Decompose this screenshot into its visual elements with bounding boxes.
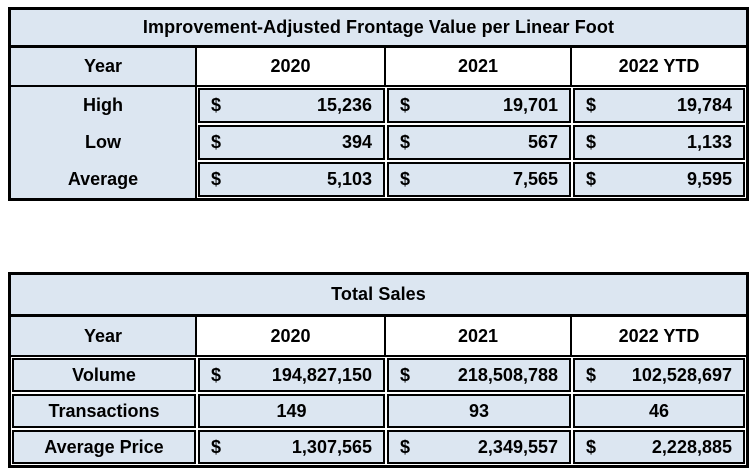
cell-value: 9,595 xyxy=(686,169,732,189)
frontage-header-year: Year xyxy=(11,48,197,85)
row-label-low: Low xyxy=(85,132,121,152)
cell-avgprice-2022ytd: $ 2,228,885 xyxy=(573,430,745,464)
cell-value: 149 xyxy=(276,400,307,421)
cell-high-2020: $ 15,236 xyxy=(198,88,385,123)
cell-value: 15,236 xyxy=(316,95,372,115)
currency-symbol: $ xyxy=(400,364,411,385)
currency-symbol: $ xyxy=(586,169,597,189)
sales-header-2021: 2021 xyxy=(386,317,572,355)
cell-value: 102,528,697 xyxy=(631,364,732,385)
cell-low-2022ytd: $ 1,133 xyxy=(573,125,745,160)
row-label-average: Average xyxy=(67,169,139,189)
total-sales-header-row: Year 2020 2021 2022 YTD xyxy=(11,317,746,357)
frontage-table-body: High Low Average $ 15,236 $ 19,701 $ 19,… xyxy=(11,87,746,198)
frontage-value-table: Improvement-Adjusted Frontage Value per … xyxy=(8,7,749,201)
row-label-average-price: Average Price xyxy=(12,430,196,464)
frontage-row-labels: High Low Average xyxy=(11,87,197,198)
cell-value: 194,827,150 xyxy=(271,364,372,385)
frontage-header-2021: 2021 xyxy=(386,48,572,85)
cell-volume-2021: $ 218,508,788 xyxy=(387,358,571,392)
cell-avgprice-2021: $ 2,349,557 xyxy=(387,430,571,464)
frontage-table-title: Improvement-Adjusted Frontage Value per … xyxy=(11,10,746,48)
cell-value: 19,784 xyxy=(676,95,732,115)
cell-value: 567 xyxy=(527,132,558,152)
cell-value: 19,701 xyxy=(502,95,558,115)
cell-low-2021: $ 567 xyxy=(387,125,571,160)
row-label-high: High xyxy=(83,95,123,115)
currency-symbol: $ xyxy=(211,132,222,152)
currency-symbol: $ xyxy=(586,436,597,457)
currency-symbol: $ xyxy=(586,364,597,385)
currency-symbol: $ xyxy=(211,169,222,189)
currency-symbol: $ xyxy=(586,95,597,115)
sales-header-2020: 2020 xyxy=(197,317,386,355)
cell-high-2022ytd: $ 19,784 xyxy=(573,88,745,123)
row-label-transactions: Transactions xyxy=(12,394,196,428)
cell-value: 5,103 xyxy=(326,169,372,189)
cell-value: 218,508,788 xyxy=(457,364,558,385)
cell-transactions-2020: 149 xyxy=(198,394,385,428)
cell-low-2020: $ 394 xyxy=(198,125,385,160)
row-label-volume: Volume xyxy=(12,358,196,392)
cell-value: 2,349,557 xyxy=(477,436,558,457)
cell-high-2021: $ 19,701 xyxy=(387,88,571,123)
currency-symbol: $ xyxy=(211,436,222,457)
frontage-table-header-row: Year 2020 2021 2022 YTD xyxy=(11,48,746,87)
cell-avgprice-2020: $ 1,307,565 xyxy=(198,430,385,464)
sales-header-year: Year xyxy=(11,317,197,355)
cell-average-2022ytd: $ 9,595 xyxy=(573,162,745,197)
currency-symbol: $ xyxy=(211,364,222,385)
currency-symbol: $ xyxy=(400,132,411,152)
cell-average-2020: $ 5,103 xyxy=(198,162,385,197)
frontage-header-2022ytd: 2022 YTD xyxy=(572,48,746,85)
cell-value: 46 xyxy=(648,400,670,421)
cell-value: 1,307,565 xyxy=(291,436,372,457)
total-sales-title: Total Sales xyxy=(11,275,746,317)
currency-symbol: $ xyxy=(586,132,597,152)
cell-transactions-2022ytd: 46 xyxy=(573,394,745,428)
frontage-header-2020: 2020 xyxy=(197,48,386,85)
currency-symbol: $ xyxy=(211,95,222,115)
currency-symbol: $ xyxy=(400,169,411,189)
sales-header-2022ytd: 2022 YTD xyxy=(572,317,746,355)
cell-value: 7,565 xyxy=(512,169,558,189)
total-sales-table: Total Sales Year 2020 2021 2022 YTD Volu… xyxy=(8,272,749,468)
cell-value: 93 xyxy=(468,400,490,421)
total-sales-body: Volume $ 194,827,150 $ 218,508,788 $ 102… xyxy=(11,357,746,465)
cell-transactions-2021: 93 xyxy=(387,394,571,428)
cell-volume-2022ytd: $ 102,528,697 xyxy=(573,358,745,392)
cell-average-2021: $ 7,565 xyxy=(387,162,571,197)
cell-value: 2,228,885 xyxy=(651,436,732,457)
currency-symbol: $ xyxy=(400,95,411,115)
cell-volume-2020: $ 194,827,150 xyxy=(198,358,385,392)
cell-value: 1,133 xyxy=(686,132,732,152)
currency-symbol: $ xyxy=(400,436,411,457)
cell-value: 394 xyxy=(341,132,372,152)
